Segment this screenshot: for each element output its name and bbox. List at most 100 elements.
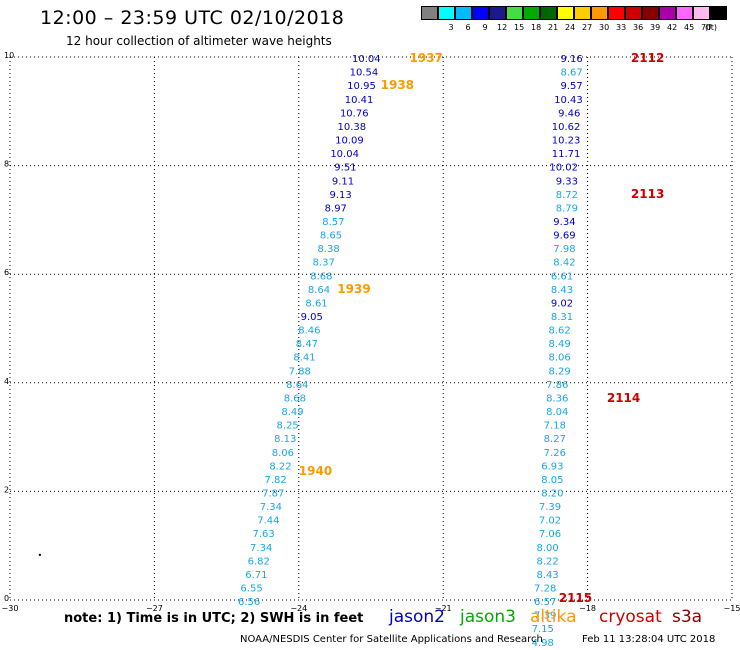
wave-height-label: 10.95: [347, 81, 376, 92]
wave-height-label: 9.16: [561, 54, 583, 65]
wave-height-label: 8.49: [548, 339, 570, 350]
scale-swatch: [591, 6, 608, 20]
wave-height-label: 9.46: [558, 108, 580, 119]
scale-swatch: [642, 6, 659, 20]
x-tick-label: −27: [146, 604, 163, 613]
x-tick-label: −30: [2, 604, 19, 613]
scale-swatch: [438, 6, 455, 20]
wave-height-label: 8.97: [325, 203, 347, 214]
wave-height-label: 10.41: [345, 95, 374, 106]
y-tick-label: 2: [4, 485, 9, 494]
wave-height-label: 8.06: [548, 353, 570, 364]
wave-height-label: 7.39: [534, 611, 556, 622]
wave-height-label: 8.27: [544, 434, 566, 445]
wave-height-label: 7.28: [534, 584, 556, 595]
wave-height-label: 8.06: [272, 448, 294, 459]
wave-height-label: 6.61: [551, 271, 573, 282]
wave-height-label: 7.26: [544, 448, 566, 459]
y-tick-label: 6: [4, 268, 9, 277]
scale-label: 33: [616, 23, 627, 32]
scale-label: 15: [514, 23, 525, 32]
legend-jason3: jason3: [460, 607, 516, 627]
scale-swatch: [506, 6, 523, 20]
scale-swatch: [489, 6, 506, 20]
scale-swatch: [659, 6, 676, 20]
wave-height-label: 7.88: [289, 366, 311, 377]
wave-height-label: 6.55: [240, 584, 262, 595]
wave-height-label: 8.49: [281, 407, 303, 418]
scale-label: 21: [548, 23, 559, 32]
scale-swatch: [472, 6, 489, 20]
wave-height-label: 7.87: [262, 488, 284, 499]
wave-height-label: 8.61: [305, 298, 327, 309]
wave-height-label: 6.57: [534, 597, 556, 608]
wave-height-label: 7.15: [532, 624, 554, 635]
wave-height-label: 8.68: [310, 271, 332, 282]
wave-height-label: 8.05: [541, 475, 563, 486]
wave-height-label: 8.29: [548, 366, 570, 377]
wave-height-label: 7.44: [257, 516, 279, 527]
wave-height-label: 7.86: [546, 380, 568, 391]
scale-label: 42: [667, 23, 678, 32]
scale-label: 27: [582, 23, 593, 32]
wave-height-label: 8.22: [269, 461, 291, 472]
wave-height-label: 6.56: [238, 597, 260, 608]
wave-height-label: 8.31: [551, 312, 573, 323]
scale-swatch: [523, 6, 540, 20]
wave-height-label: 7.18: [544, 421, 566, 432]
wave-height-label: 9.57: [561, 81, 583, 92]
scale-label: 70: [701, 23, 712, 32]
footer-credit: NOAA/NESDIS Center for Satellite Applica…: [240, 634, 543, 645]
wave-height-label: 10.04: [330, 149, 359, 160]
wave-height-label: 8.37: [313, 258, 335, 269]
scale-label: 45: [684, 23, 695, 32]
wave-height-label: 10.43: [554, 95, 583, 106]
scale-swatch: [557, 6, 574, 20]
x-tick-label: −18: [579, 604, 596, 613]
wave-height-label: 9.11: [332, 176, 354, 187]
wave-height-label: 9.69: [553, 231, 575, 242]
footer-note: note: 1) Time is in UTC; 2) SWH is in fe…: [64, 611, 364, 626]
wave-height-label: 6.93: [541, 461, 563, 472]
scale-label: 24: [565, 23, 576, 32]
wave-height-label: 10.38: [338, 122, 367, 133]
track-label: 1940: [299, 464, 332, 478]
wave-height-label: 8.68: [284, 393, 306, 404]
wave-height-label: 4.98: [532, 638, 554, 649]
wave-height-label: 8.62: [548, 326, 570, 337]
wave-height-label: 8.67: [561, 68, 583, 79]
x-tick-label: −15: [724, 604, 740, 613]
scale-label: 9: [482, 23, 488, 32]
track-label: 2113: [631, 187, 664, 201]
wave-height-label: 6.71: [245, 570, 267, 581]
scale-label: 18: [531, 23, 542, 32]
scale-swatch: [710, 6, 727, 20]
scale-swatch: [574, 6, 591, 20]
wave-height-label: 8.13: [274, 434, 296, 445]
footer-timestamp: Feb 11 13:28:04 UTC 2018: [582, 634, 716, 645]
wave-height-label: 7.98: [553, 244, 575, 255]
wave-height-label: 8.64: [286, 380, 308, 391]
y-tick-label: 10: [4, 51, 14, 60]
wave-height-label: 8.42: [553, 258, 575, 269]
wave-height-label: 8.04: [546, 407, 568, 418]
wave-height-label: 8.43: [536, 570, 558, 581]
wave-height-label: 7.39: [539, 502, 561, 513]
wave-height-label: 8.65: [320, 231, 342, 242]
wave-height-label: 8.46: [298, 326, 320, 337]
track-label: 1938: [381, 78, 414, 92]
y-tick-label: 8: [4, 160, 9, 169]
wave-height-label: 11.71: [552, 149, 581, 160]
wave-height-label: 10.23: [552, 136, 581, 147]
wave-height-label: 7.34: [250, 543, 272, 554]
track-label: 2115: [559, 591, 592, 605]
wave-height-label: 9.13: [329, 190, 351, 201]
scale-swatch: [625, 6, 642, 20]
wave-height-label: 10.09: [335, 136, 364, 147]
scale-swatch: [540, 6, 557, 20]
wave-height-label: 6.82: [248, 556, 270, 567]
wave-height-label: 10.02: [549, 163, 578, 174]
scale-swatch: [421, 6, 438, 20]
wave-height-label: 9.02: [551, 298, 573, 309]
